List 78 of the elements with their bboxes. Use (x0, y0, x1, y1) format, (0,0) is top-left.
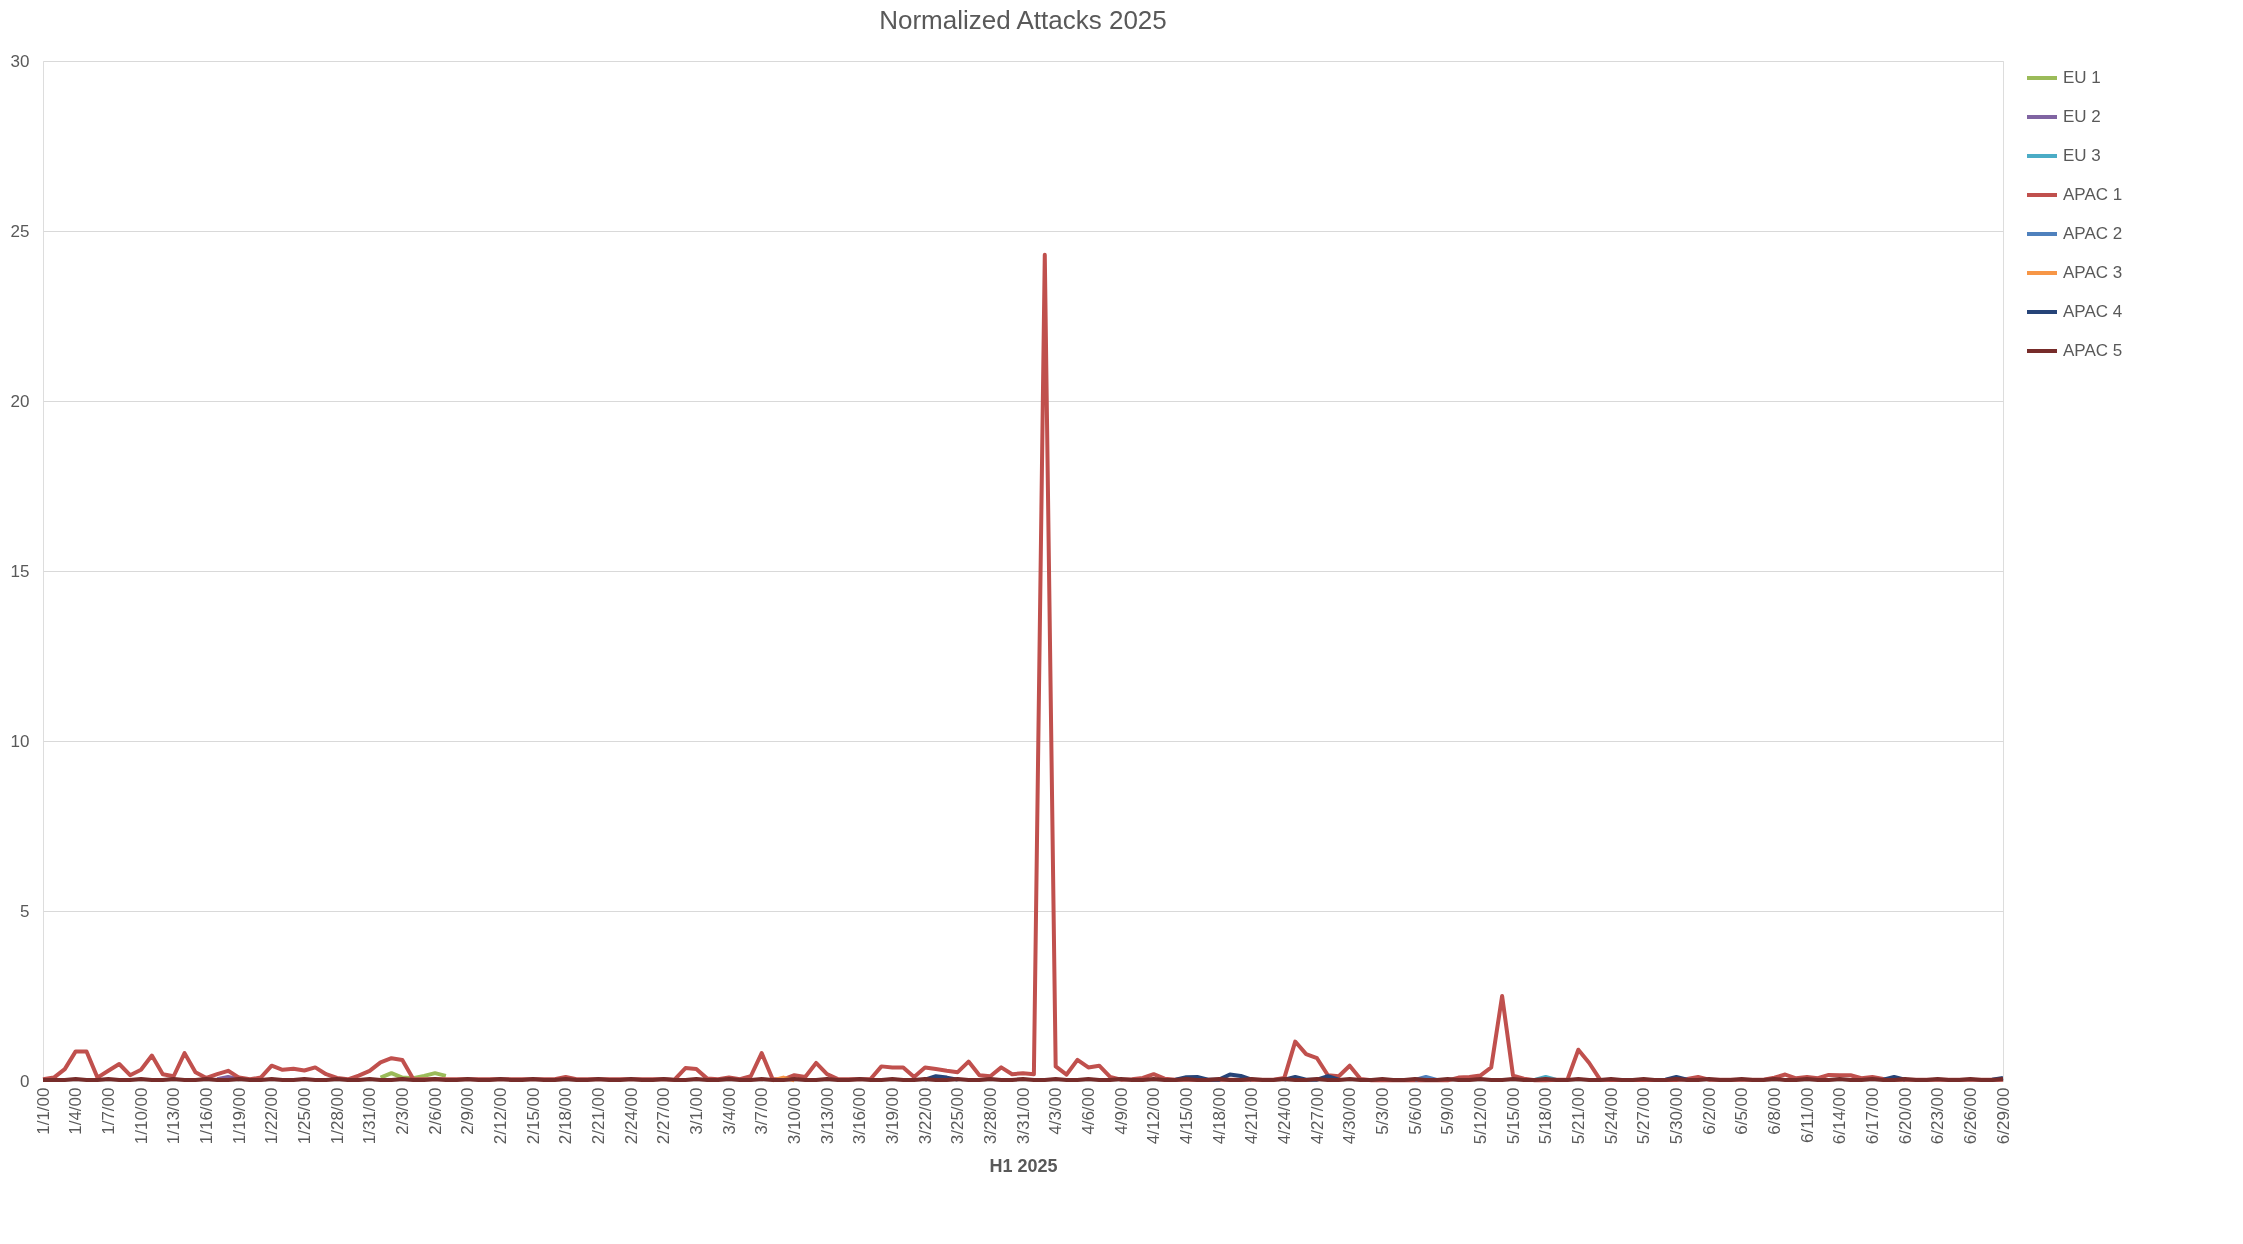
x-tick-label: 3/10/00 (784, 1087, 804, 1145)
x-tick-label: 3/28/00 (980, 1087, 1000, 1145)
x-tick-label: 4/27/00 (1307, 1087, 1327, 1145)
x-tick-label: 6/26/00 (1960, 1087, 1980, 1145)
legend-label: APAC 1 (2063, 185, 2123, 204)
x-tick-label: 1/7/00 (98, 1087, 118, 1135)
x-tick-label: 5/21/00 (1568, 1087, 1588, 1145)
x-tick-label: 1/13/00 (164, 1087, 184, 1145)
x-tick-label: 1/19/00 (229, 1087, 249, 1145)
x-tick-label: 2/15/00 (523, 1087, 543, 1145)
x-tick-label: 5/18/00 (1536, 1087, 1556, 1145)
x-tick-label: 3/22/00 (915, 1087, 935, 1145)
x-tick-label: 1/28/00 (327, 1087, 347, 1145)
x-tick-label: 2/3/00 (392, 1087, 412, 1135)
x-tick-label: 1/10/00 (131, 1087, 151, 1145)
x-tick-label: 4/6/00 (1078, 1087, 1098, 1135)
x-tick-label: 3/4/00 (719, 1087, 739, 1135)
x-tick-label: 6/8/00 (1764, 1087, 1784, 1135)
x-tick-label: 1/22/00 (262, 1087, 282, 1145)
y-tick-label: 5 (20, 901, 30, 921)
y-tick-label: 10 (10, 731, 30, 751)
x-tick-label: 3/19/00 (882, 1087, 902, 1145)
x-tick-label: 4/15/00 (1176, 1087, 1196, 1145)
x-tick-label: 2/21/00 (588, 1087, 608, 1145)
x-axis-title: H1 2025 (989, 1156, 1058, 1177)
legend-label: EU 3 (2063, 146, 2101, 165)
y-tick-label: 25 (10, 221, 30, 241)
x-tick-label: 2/6/00 (425, 1087, 445, 1135)
x-tick-label: 5/6/00 (1405, 1087, 1425, 1135)
x-tick-label: 2/12/00 (490, 1087, 510, 1145)
x-tick-label: 2/24/00 (621, 1087, 641, 1145)
x-tick-label: 6/17/00 (1862, 1087, 1882, 1145)
x-tick-label: 5/9/00 (1438, 1087, 1458, 1135)
legend-label: APAC 2 (2063, 224, 2123, 243)
x-tick-label: 4/30/00 (1340, 1087, 1360, 1145)
legend-label: EU 2 (2063, 107, 2101, 126)
x-tick-label: 5/12/00 (1470, 1087, 1490, 1145)
y-tick-label: 0 (20, 1071, 30, 1091)
x-tick-label: 4/12/00 (1144, 1087, 1164, 1145)
x-tick-label: 1/25/00 (294, 1087, 314, 1145)
x-tick-label: 5/30/00 (1666, 1087, 1686, 1145)
y-tick-label: 30 (10, 51, 30, 71)
x-tick-label: 4/3/00 (1046, 1087, 1066, 1135)
legend-label: EU 1 (2063, 68, 2101, 87)
chart-title: Normalized Attacks 2025 (879, 5, 1167, 35)
x-tick-label: 3/13/00 (817, 1087, 837, 1145)
x-tick-label: 4/18/00 (1209, 1087, 1229, 1145)
x-tick-label: 3/25/00 (948, 1087, 968, 1145)
x-tick-label: 4/9/00 (1111, 1087, 1131, 1135)
x-tick-label: 3/16/00 (850, 1087, 870, 1145)
x-tick-label: 3/31/00 (1013, 1087, 1033, 1145)
x-tick-label: 6/20/00 (1895, 1087, 1915, 1145)
x-tick-label: 1/16/00 (196, 1087, 216, 1145)
x-tick-label: 4/21/00 (1242, 1087, 1262, 1145)
legend-label: APAC 4 (2063, 302, 2123, 321)
x-tick-label: 4/24/00 (1274, 1087, 1294, 1145)
x-tick-label: 5/24/00 (1601, 1087, 1621, 1145)
x-tick-label: 6/23/00 (1928, 1087, 1948, 1145)
x-tick-label: 6/14/00 (1830, 1087, 1850, 1145)
x-tick-label: 6/29/00 (1993, 1087, 2013, 1145)
x-tick-label: 1/1/00 (33, 1087, 53, 1135)
x-tick-label: 1/31/00 (360, 1087, 380, 1145)
x-tick-label: 1/4/00 (66, 1087, 86, 1135)
x-tick-label: 2/18/00 (556, 1087, 576, 1145)
y-tick-label: 20 (10, 391, 30, 411)
x-tick-label: 5/15/00 (1503, 1087, 1523, 1145)
x-tick-label: 5/27/00 (1634, 1087, 1654, 1145)
legend-label: APAC 5 (2063, 341, 2123, 360)
x-tick-label: 6/11/00 (1797, 1087, 1817, 1143)
legend-label: APAC 3 (2063, 263, 2123, 282)
x-tick-label: 3/7/00 (752, 1087, 772, 1135)
x-tick-label: 6/2/00 (1699, 1087, 1719, 1135)
x-tick-label: 6/5/00 (1732, 1087, 1752, 1135)
y-tick-label: 15 (10, 561, 30, 581)
x-tick-label: 3/1/00 (686, 1087, 706, 1135)
x-tick-label: 2/27/00 (654, 1087, 674, 1145)
x-tick-label: 5/3/00 (1372, 1087, 1392, 1135)
x-tick-label: 2/9/00 (458, 1087, 478, 1135)
